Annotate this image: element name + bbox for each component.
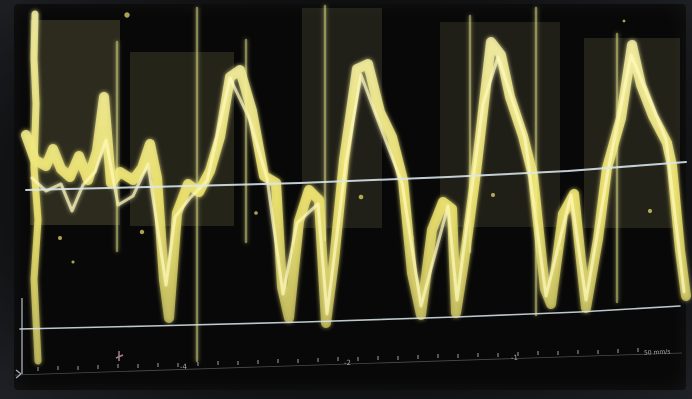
left-scale-marker xyxy=(115,351,124,361)
time-scale-label-neg4: -4 xyxy=(179,362,188,372)
time-axis xyxy=(14,298,683,379)
time-axis-ticks xyxy=(37,348,639,371)
waveform-spike-left xyxy=(30,10,42,365)
waveform-inner-highlight xyxy=(30,53,686,316)
time-scale-label-neg1: -1 xyxy=(510,353,519,363)
upper-baseline xyxy=(25,161,687,191)
doppler-baselines xyxy=(19,161,687,330)
lower-baseline xyxy=(19,305,681,330)
time-scale-label-neg2: -2 xyxy=(343,358,352,368)
left-axis-arrow xyxy=(15,369,22,379)
time-axis-line xyxy=(14,352,683,376)
sweep-speed-label: 50 mm/s xyxy=(643,348,671,357)
scattered-signal-speckles xyxy=(58,12,653,264)
